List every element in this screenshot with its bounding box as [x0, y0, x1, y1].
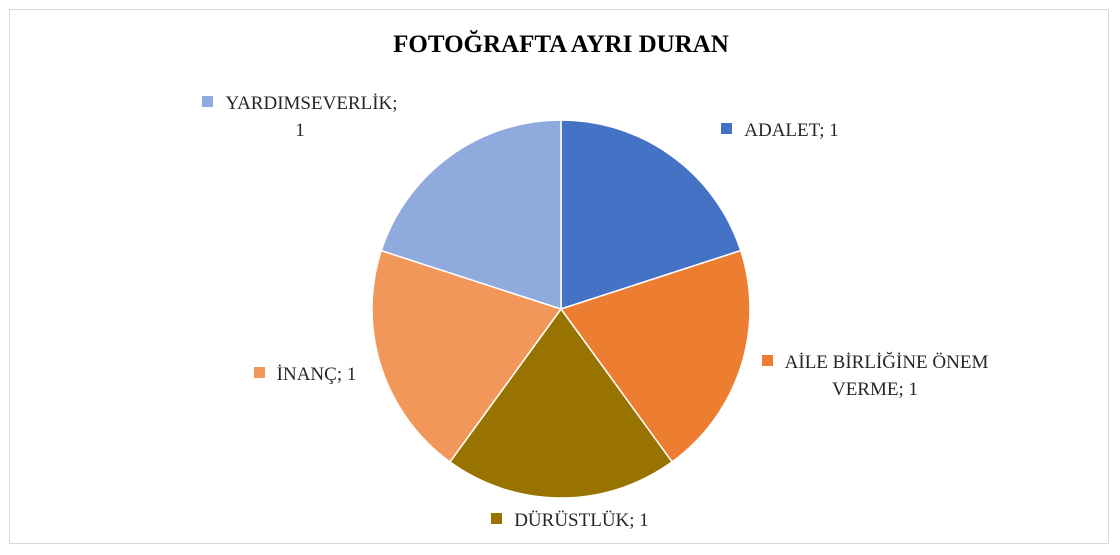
pie-slice — [380, 119, 562, 311]
chart-frame — [9, 9, 1109, 544]
pie-slice — [559, 249, 751, 463]
pie-slice — [371, 249, 563, 463]
value-label: 1 — [629, 510, 649, 531]
legend-swatch — [491, 513, 503, 524]
category-label: İNANÇ — [276, 364, 337, 385]
data-label: DÜRÜSTLÜK1 — [460, 507, 680, 534]
data-label: YARDIMSEVERLİK1 — [200, 90, 400, 144]
legend-swatch — [202, 96, 214, 107]
data-label: ADALET1 — [680, 117, 880, 144]
data-label: AİLE BİRLİĞİNE ÖNEM VERME1 — [760, 349, 990, 403]
legend-swatch — [253, 367, 265, 378]
pie-slice — [560, 119, 742, 311]
data-label: İNANÇ1 — [225, 361, 385, 388]
value-label: 1 — [337, 364, 357, 385]
category-label: AİLE BİRLİĞİNE ÖNEM VERME — [784, 352, 989, 400]
pie-slice — [448, 307, 674, 499]
category-label: YARDIMSEVERLİK — [225, 93, 393, 114]
value-label: 1 — [898, 379, 918, 400]
legend-swatch — [721, 123, 733, 134]
legend-swatch — [761, 355, 773, 366]
category-label: ADALET — [744, 120, 820, 141]
category-label: DÜRÜSTLÜK — [514, 510, 630, 531]
value-label: 1 — [819, 120, 839, 141]
chart-title: FOTOĞRAFTA AYRI DURAN — [393, 29, 729, 58]
